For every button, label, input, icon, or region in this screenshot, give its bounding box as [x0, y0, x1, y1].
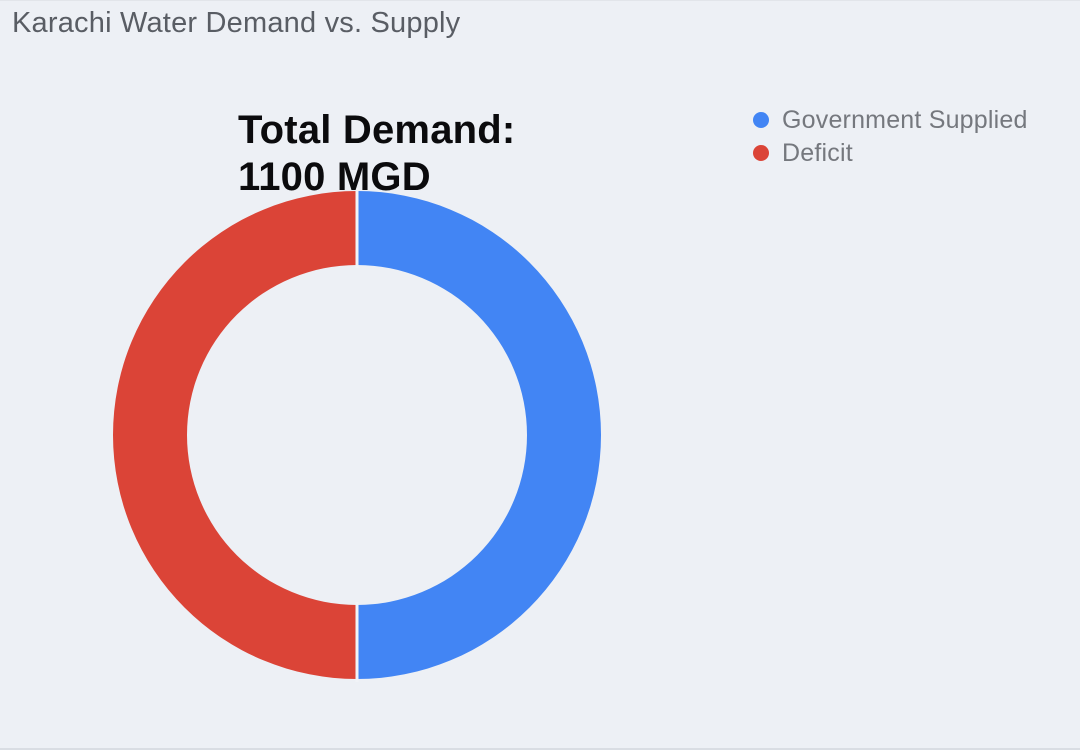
legend: Government Supplied Deficit	[753, 105, 1028, 168]
legend-label-deficit: Deficit	[782, 138, 853, 167]
chart-title: Karachi Water Demand vs. Supply	[12, 7, 461, 39]
legend-item-deficit[interactable]: Deficit	[753, 138, 1028, 168]
total-demand-label-line2: 1100 MGD	[238, 155, 431, 199]
legend-item-government-supplied[interactable]: Government Supplied	[753, 105, 1028, 135]
total-demand-label-line1: Total Demand:	[238, 108, 516, 152]
legend-label-government-supplied: Government Supplied	[782, 105, 1028, 134]
legend-dot-deficit-icon	[753, 145, 769, 161]
pie-slice-deficit[interactable]	[113, 191, 357, 679]
total-demand-label: Total Demand: 1100 MGD	[238, 107, 515, 201]
pie-slice-government-supplied[interactable]	[357, 191, 601, 679]
legend-dot-government-supplied-icon	[753, 112, 769, 128]
